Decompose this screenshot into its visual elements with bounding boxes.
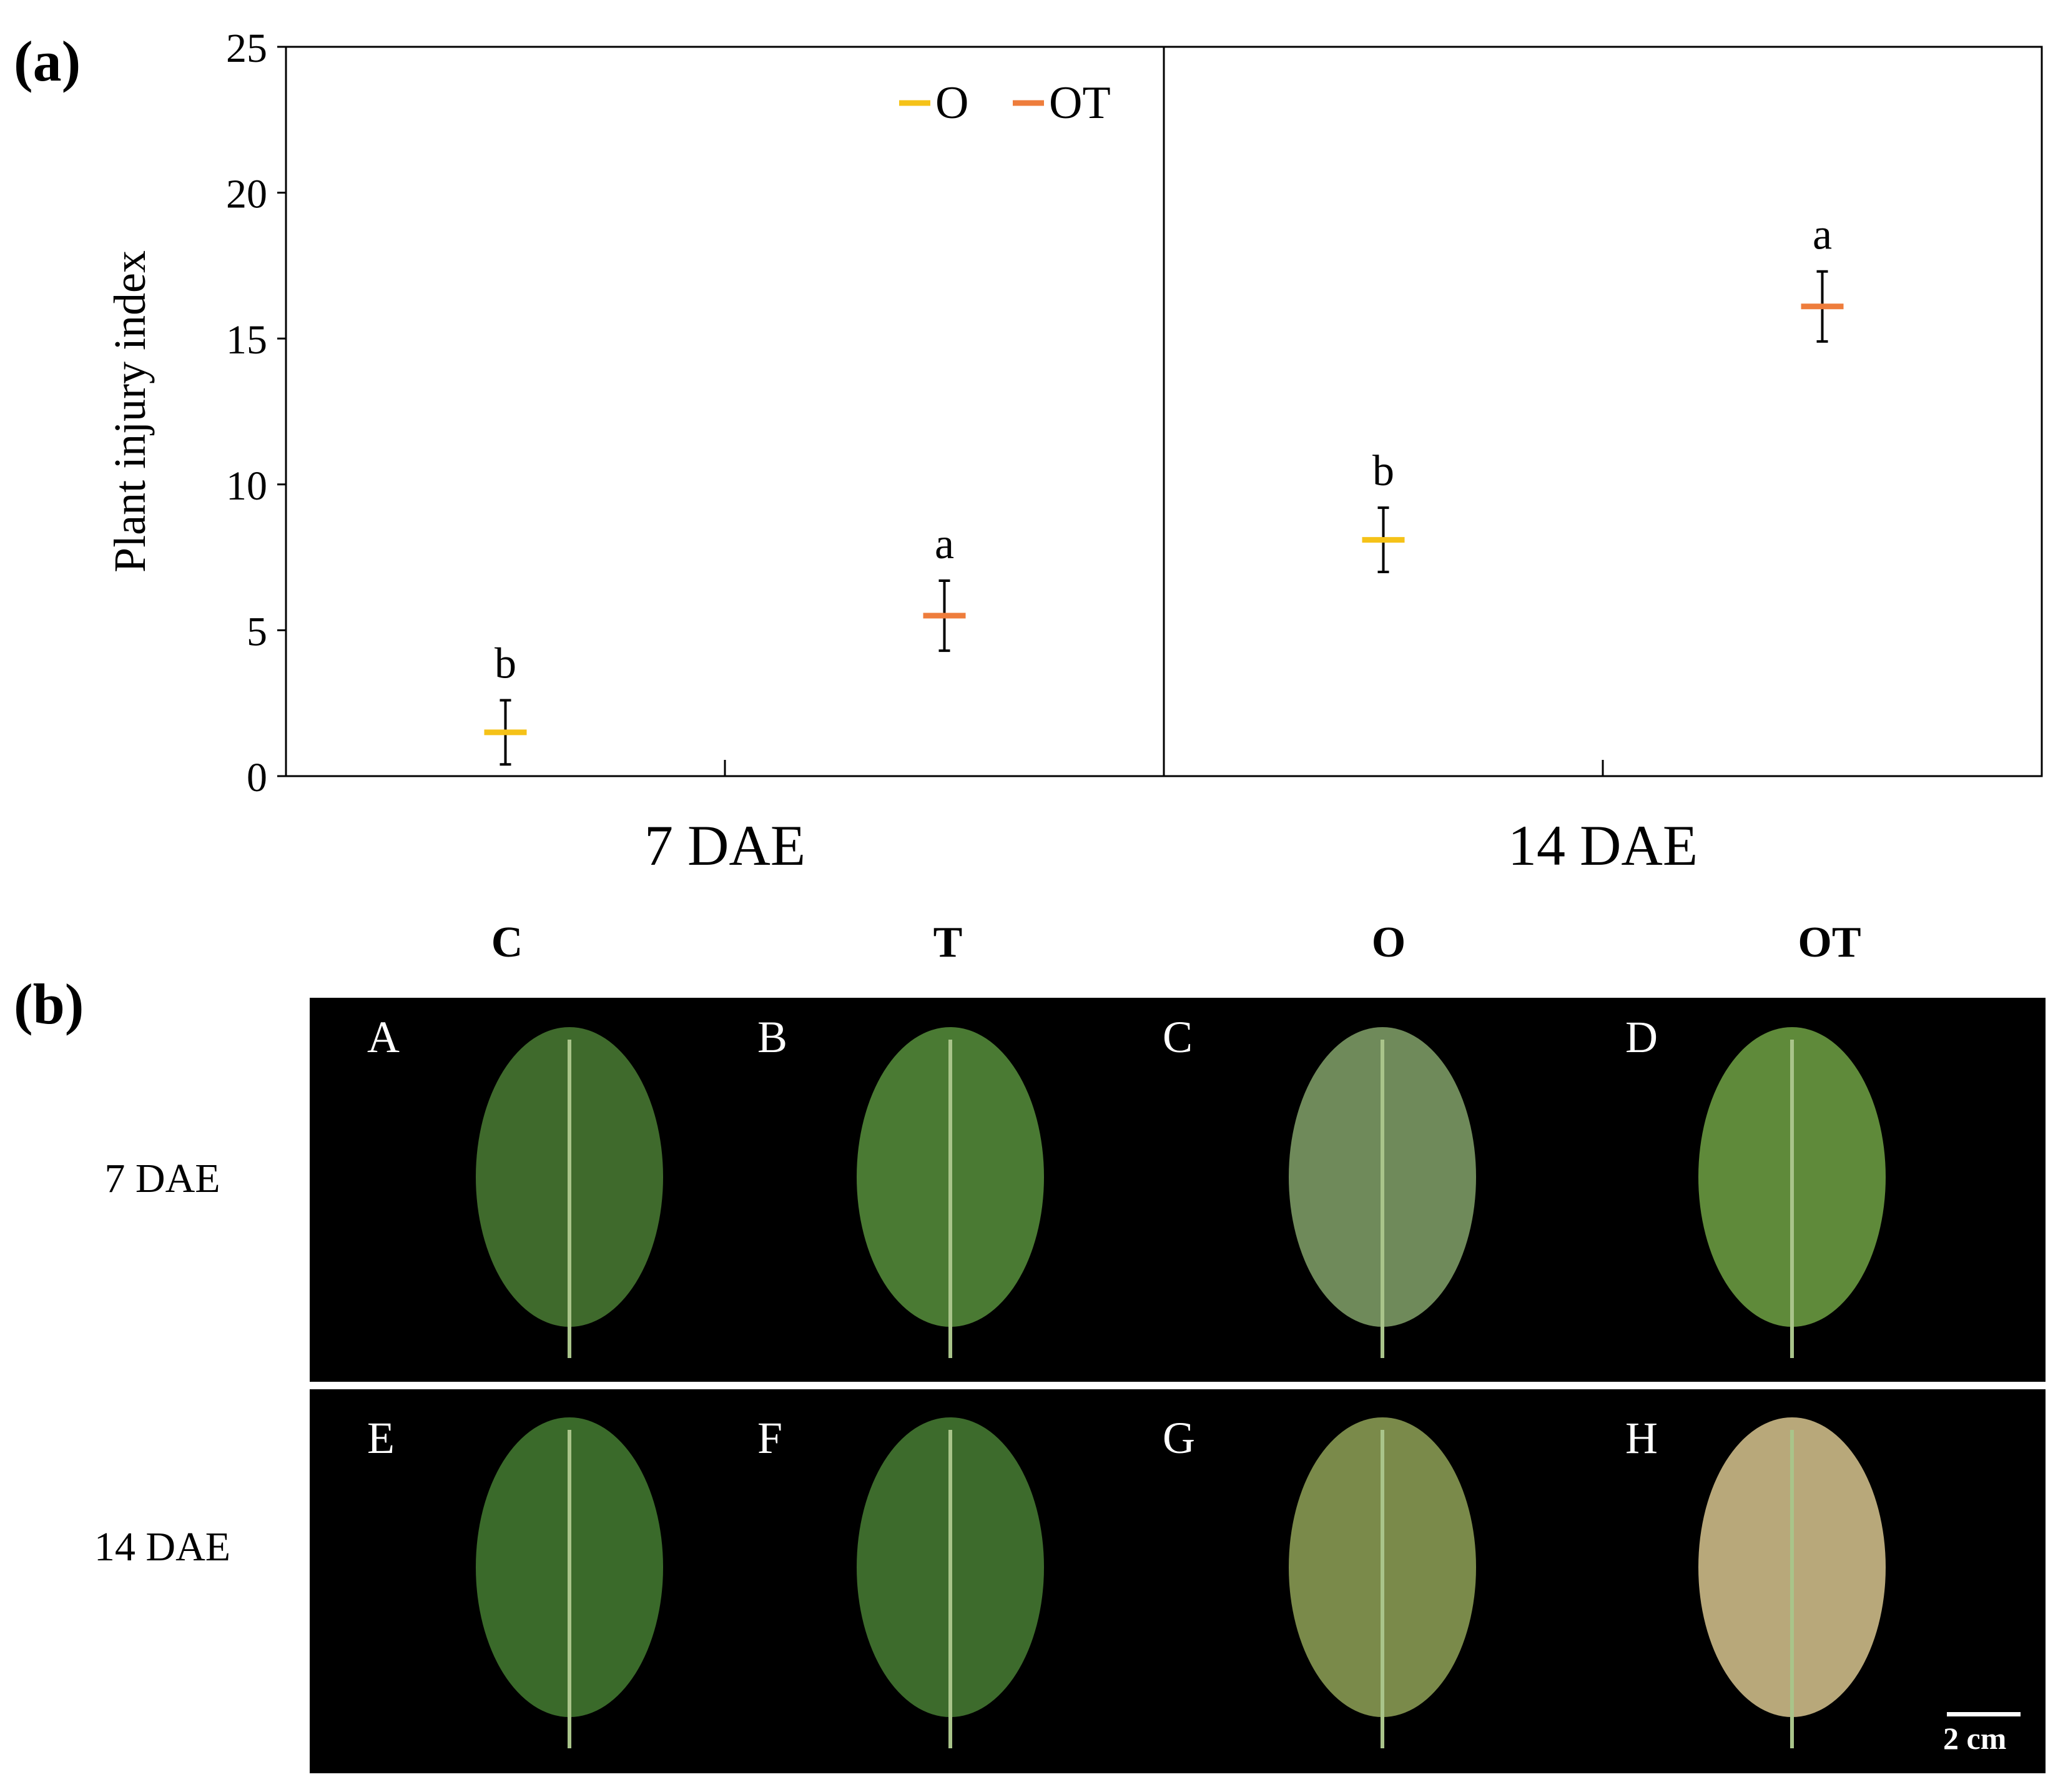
scale-bar bbox=[1947, 1712, 2021, 1716]
y-tick-label: 5 bbox=[247, 609, 267, 654]
y-tick-label: 20 bbox=[226, 172, 267, 217]
significance-letter: a bbox=[935, 520, 954, 568]
column-header-ot: OT bbox=[1798, 918, 1861, 967]
x-group-label: 14 DAE bbox=[1508, 814, 1698, 877]
x-group-label: 7 DAE bbox=[644, 814, 805, 877]
y-tick-label: 10 bbox=[226, 463, 267, 509]
column-header-t: T bbox=[933, 918, 963, 967]
photo-letter-h: H bbox=[1625, 1413, 1658, 1463]
significance-letter: b bbox=[1372, 447, 1394, 495]
scale-bar-label: 2 cm bbox=[1943, 1721, 2007, 1756]
significance-letter: b bbox=[495, 640, 516, 688]
injury-index-chart: 0 5 10 15 20 25 Plant injury index 7 DAE 14 DAE b… bbox=[105, 26, 2043, 877]
y-tick-label: 0 bbox=[247, 755, 267, 800]
row-label-14dae: 14 DAE bbox=[94, 1524, 231, 1570]
legend-label-ot: OT bbox=[1049, 77, 1111, 129]
y-axis-label: Plant injury index bbox=[105, 250, 155, 573]
photo-letter-e: E bbox=[367, 1413, 395, 1463]
photo-letter-a: A bbox=[367, 1012, 400, 1062]
row-label-7dae: 7 DAE bbox=[104, 1156, 220, 1201]
y-tick-label: 25 bbox=[226, 26, 267, 71]
column-header-c: C bbox=[491, 918, 523, 967]
significance-letter: a bbox=[1813, 211, 1832, 259]
y-tick-label: 15 bbox=[226, 317, 267, 363]
photo-letter-g: G bbox=[1163, 1413, 1195, 1463]
column-header-o: O bbox=[1371, 918, 1406, 967]
photo-letter-c: C bbox=[1163, 1012, 1193, 1062]
panel-label-b: (b) bbox=[14, 972, 84, 1036]
photo-letter-b: B bbox=[757, 1012, 788, 1062]
legend-label-o: O bbox=[935, 77, 968, 129]
photo-letter-d: D bbox=[1625, 1012, 1658, 1062]
photo-letter-f: F bbox=[757, 1413, 783, 1463]
panel-label-a: (a) bbox=[14, 29, 81, 93]
